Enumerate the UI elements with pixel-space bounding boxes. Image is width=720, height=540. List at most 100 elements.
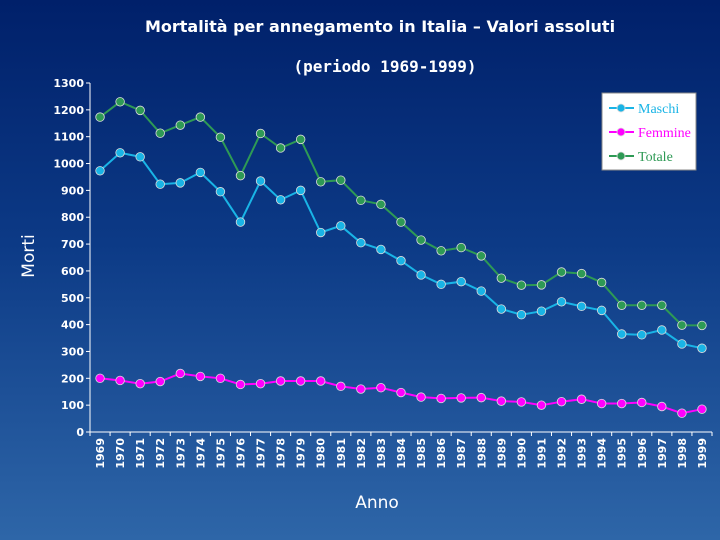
x-tick-label: 1969 bbox=[94, 438, 107, 469]
y-tick-label: 400 bbox=[61, 319, 84, 332]
legend-items: Maschi Femmine Totale bbox=[609, 102, 691, 165]
data-point-maschi bbox=[376, 244, 386, 255]
x-tick-label: 1996 bbox=[636, 438, 649, 469]
data-point-totale bbox=[115, 97, 125, 107]
data-point-totale bbox=[697, 320, 707, 331]
chart-subtitle: (periodo 1969-1999) bbox=[293, 57, 476, 76]
data-point-femmine bbox=[637, 397, 647, 408]
y-tick-label: 100 bbox=[61, 399, 84, 412]
data-point-totale bbox=[536, 280, 547, 290]
y-tick-label: 200 bbox=[61, 372, 84, 385]
legend-label-maschi: Maschi bbox=[638, 102, 679, 117]
series-line-maschi bbox=[99, 151, 703, 350]
data-point-totale bbox=[436, 246, 446, 256]
x-tick-label: 1975 bbox=[214, 438, 227, 469]
data-point-maschi bbox=[516, 309, 527, 320]
data-point-totale bbox=[155, 128, 165, 138]
data-point-maschi bbox=[637, 330, 647, 340]
y-tick-label: 1200 bbox=[53, 104, 84, 117]
x-tick-label: 1980 bbox=[315, 438, 328, 469]
data-point-maschi bbox=[657, 325, 667, 335]
data-point-totale bbox=[416, 235, 426, 245]
data-point-femmine bbox=[115, 375, 125, 386]
data-point-maschi bbox=[336, 221, 346, 231]
y-tick-label: 700 bbox=[61, 238, 84, 251]
data-point-totale bbox=[596, 277, 607, 288]
y-tick-label: 900 bbox=[61, 184, 84, 197]
y-tick-label: 600 bbox=[61, 265, 84, 278]
x-tick-label: 1987 bbox=[455, 438, 468, 469]
data-point-maschi bbox=[697, 343, 707, 353]
data-point-femmine bbox=[155, 376, 165, 387]
data-point-femmine bbox=[536, 400, 547, 410]
data-point-maschi bbox=[255, 176, 266, 186]
y-tick-label: 1300 bbox=[53, 77, 84, 90]
legend-marker-femmine bbox=[616, 127, 626, 137]
data-point-totale bbox=[576, 268, 587, 279]
data-point-maschi bbox=[456, 276, 466, 287]
x-tick-label: 1998 bbox=[676, 438, 689, 469]
x-tick-label: 1982 bbox=[355, 438, 368, 469]
x-tick-label: 1992 bbox=[556, 438, 569, 469]
data-point-maschi bbox=[536, 306, 547, 316]
data-point-femmine bbox=[255, 378, 266, 389]
data-point-maschi bbox=[356, 238, 366, 248]
x-tick-label: 1972 bbox=[154, 438, 167, 469]
x-tick-label: 1999 bbox=[696, 438, 709, 469]
data-point-femmine bbox=[436, 393, 446, 404]
data-point-femmine bbox=[476, 392, 486, 403]
x-tick-label: 1981 bbox=[335, 438, 348, 469]
y-tick-label: 500 bbox=[61, 292, 84, 305]
x-tick-label: 1984 bbox=[395, 438, 408, 469]
data-point-totale bbox=[316, 177, 326, 187]
legend: Maschi Femmine Totale bbox=[601, 92, 697, 171]
x-tick-label: 1993 bbox=[576, 438, 589, 469]
data-point-maschi bbox=[215, 187, 226, 197]
x-tick-label: 1990 bbox=[515, 438, 528, 469]
data-point-maschi bbox=[396, 256, 406, 266]
legend-marker-totale bbox=[616, 151, 626, 161]
data-point-totale bbox=[275, 143, 286, 153]
y-tick-label: 0 bbox=[76, 426, 84, 439]
data-point-maschi bbox=[476, 286, 486, 296]
x-tick-label: 1973 bbox=[174, 438, 187, 469]
x-tick-label: 1978 bbox=[275, 438, 288, 469]
data-point-maschi bbox=[576, 301, 587, 312]
data-point-totale bbox=[195, 112, 206, 122]
y-tick-label: 300 bbox=[61, 345, 84, 358]
legend-marker-maschi bbox=[616, 103, 626, 113]
data-point-totale bbox=[135, 105, 145, 116]
data-point-totale bbox=[376, 199, 386, 210]
data-point-totale bbox=[215, 132, 226, 142]
data-point-femmine bbox=[396, 387, 406, 398]
data-point-maschi bbox=[436, 279, 446, 290]
y-tick-label: 1000 bbox=[53, 158, 84, 171]
data-point-maschi bbox=[677, 339, 687, 349]
data-point-maschi bbox=[175, 178, 185, 188]
x-tick-label: 1986 bbox=[435, 438, 448, 469]
data-point-femmine bbox=[215, 373, 226, 384]
x-tick-label: 1976 bbox=[234, 438, 247, 469]
x-tick-label: 1991 bbox=[535, 438, 548, 469]
x-tick-label: 1995 bbox=[616, 438, 629, 469]
data-point-maschi bbox=[617, 329, 627, 339]
data-point-totale bbox=[95, 112, 105, 122]
data-point-totale bbox=[637, 300, 647, 310]
data-point-femmine bbox=[356, 384, 366, 394]
x-axis-ticks: 1969 1970 1971 1972 1973 1974 1975 1976 1977 1978… bbox=[89, 432, 713, 469]
data-point-totale bbox=[396, 217, 406, 227]
data-point-totale bbox=[496, 273, 507, 283]
data-point-femmine bbox=[376, 383, 386, 393]
x-tick-label: 1997 bbox=[656, 438, 669, 469]
data-point-maschi bbox=[556, 297, 567, 307]
x-tick-label: 1977 bbox=[255, 438, 268, 469]
y-tick-label: 1100 bbox=[53, 131, 84, 144]
data-point-femmine bbox=[496, 396, 507, 406]
x-axis-label: Anno bbox=[355, 493, 399, 513]
data-point-totale bbox=[677, 320, 687, 330]
x-tick-label: 1983 bbox=[375, 438, 388, 469]
data-point-totale bbox=[456, 242, 466, 253]
x-tick-label: 1974 bbox=[194, 438, 207, 469]
y-tick-label: 800 bbox=[61, 211, 84, 224]
